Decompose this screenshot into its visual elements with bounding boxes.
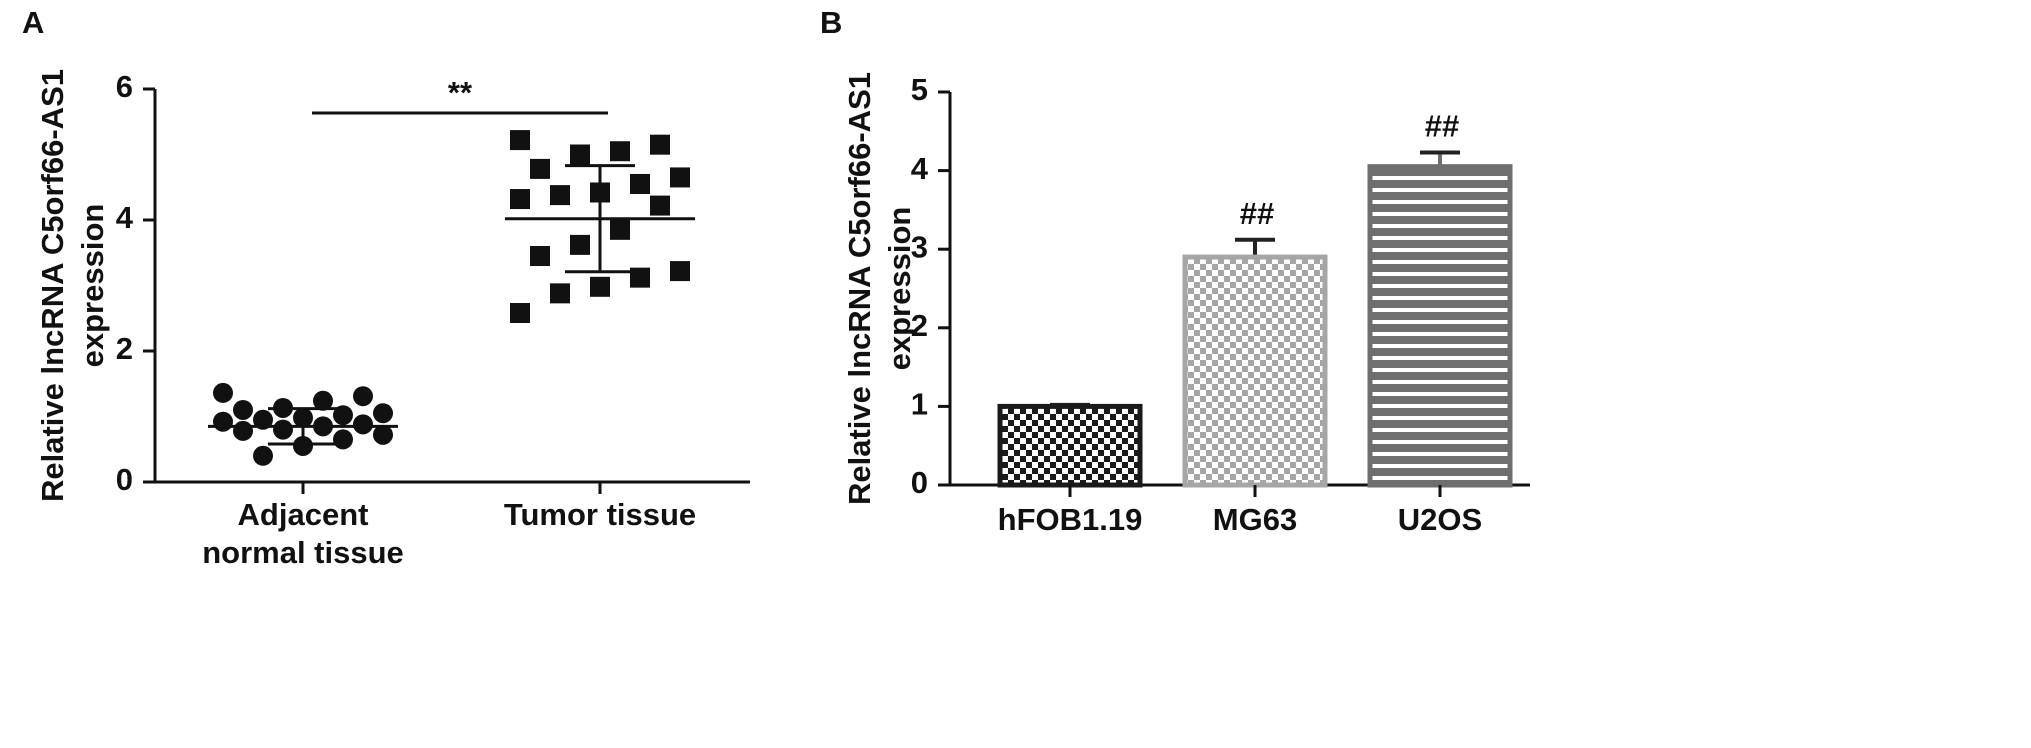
data-point [670, 261, 690, 282]
x-tick-label: MG63 [1213, 502, 1297, 537]
data-point [610, 219, 630, 240]
data-point [333, 429, 353, 450]
y-tick-label: 6 [116, 69, 133, 104]
data-point [670, 167, 690, 188]
y-axis-label: expression [882, 207, 917, 371]
data-point [550, 283, 570, 304]
annotation: ## [1240, 196, 1274, 231]
bar [997, 403, 1143, 488]
data-point [213, 411, 233, 432]
panel-label: B [820, 5, 842, 40]
y-axis-label: expression [75, 204, 110, 368]
data-point [570, 234, 590, 255]
data-point [373, 403, 393, 424]
data-point [353, 414, 373, 435]
x-tick-label: normal tissue [202, 535, 404, 570]
x-tick-label: U2OS [1398, 502, 1482, 537]
data-point [590, 276, 610, 297]
data-point [530, 246, 550, 267]
data-point [510, 189, 530, 210]
data-point [570, 144, 590, 165]
data-point [233, 399, 253, 420]
data-point [550, 185, 570, 206]
x-tick-label: Adjacent [238, 497, 369, 532]
data-point [510, 303, 530, 324]
data-point [373, 424, 393, 445]
data-point [313, 390, 333, 411]
data-point [650, 195, 670, 216]
y-tick-label: 4 [911, 151, 929, 186]
bar [1367, 164, 1513, 488]
y-axis-label: Relative lncRNA C5orf66-AS1 [35, 69, 70, 502]
y-tick-label: 5 [911, 72, 928, 107]
y-tick-label: 4 [116, 200, 134, 235]
data-point [253, 409, 273, 430]
data-point [530, 158, 550, 179]
data-point [213, 382, 233, 403]
x-tick-label: hFOB1.19 [998, 502, 1143, 537]
data-point [293, 435, 313, 456]
y-tick-label: 1 [911, 387, 928, 422]
y-tick-label: 0 [116, 462, 133, 497]
data-point [510, 130, 530, 151]
significance-label: ** [448, 75, 473, 110]
data-point [353, 386, 373, 407]
bar [1182, 254, 1328, 488]
x-tick-label: Tumor tissue [504, 497, 696, 532]
y-tick-label: 2 [116, 331, 133, 366]
data-point [610, 141, 630, 162]
y-tick-label: 3 [911, 229, 928, 264]
y-tick-label: 2 [911, 308, 928, 343]
data-point [630, 173, 650, 194]
data-point [650, 134, 670, 155]
panel-label: A [22, 5, 44, 40]
y-tick-label: 0 [911, 465, 928, 500]
data-point [333, 405, 353, 426]
y-axis-label: Relative lncRNA C5orf66-AS1 [842, 72, 877, 505]
data-point [253, 445, 273, 466]
annotation: ## [1425, 109, 1459, 144]
data-point [233, 420, 253, 441]
data-point [273, 419, 293, 440]
